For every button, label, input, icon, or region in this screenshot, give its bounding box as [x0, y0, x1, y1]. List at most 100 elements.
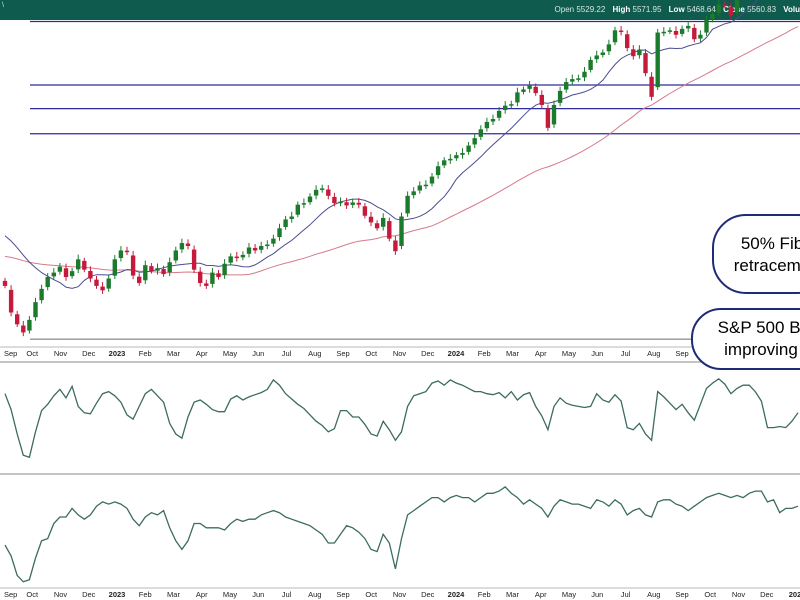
- header-corner-glyph: \: [2, 2, 4, 9]
- candle-body: [252, 247, 258, 251]
- candle-body: [8, 289, 14, 313]
- candle-body: [295, 204, 300, 215]
- candle-body: [57, 266, 63, 272]
- candle-body: [423, 184, 429, 187]
- candle-body: [637, 49, 642, 56]
- candle-body: [88, 270, 93, 279]
- candle-body: [667, 30, 673, 32]
- candle-body: [143, 265, 148, 281]
- volume-label: Volu: [783, 5, 800, 14]
- candle-body: [210, 272, 215, 284]
- axis-tick-label: Oct: [704, 590, 717, 599]
- candle-body: [2, 280, 8, 286]
- candle-body: [149, 266, 154, 272]
- candle-body: [405, 195, 410, 214]
- axis-tick-label: Sep: [336, 590, 349, 599]
- axis-tick-label: Oct: [26, 590, 39, 599]
- axis-tick-label: Mar: [506, 590, 519, 599]
- axis-tick-label: Sep: [4, 349, 17, 358]
- candle-body: [246, 247, 252, 254]
- candle-body: [198, 271, 203, 283]
- candle-body: [320, 188, 325, 190]
- callout-line: S&P 500 Bl: [717, 318, 800, 337]
- candle-body: [106, 278, 111, 289]
- axis-tick-label: Oct: [365, 349, 378, 358]
- candle-body: [399, 216, 404, 246]
- indicator-line: [4, 485, 799, 583]
- axis-tick-label: Sep: [4, 590, 17, 599]
- axis-tick-label: Dec: [82, 590, 96, 599]
- axis-tick-label: Sep: [336, 349, 349, 358]
- candle-body: [515, 92, 520, 103]
- candle-body: [722, 4, 727, 7]
- candle-body: [185, 243, 191, 247]
- breadth-callout: S&P 500 Bl improving: [691, 308, 800, 370]
- candle-body: [326, 189, 331, 196]
- candle-body: [100, 286, 105, 291]
- price-panel: [2, 0, 800, 340]
- candle-body: [21, 325, 26, 333]
- candle-body: [350, 202, 355, 205]
- candle-body: [338, 201, 343, 204]
- axis-tick-label: Feb: [139, 349, 152, 358]
- candle-body: [130, 255, 136, 276]
- indicator-panel-2: [0, 473, 800, 583]
- candle-body: [76, 259, 81, 270]
- indicator-panel-1: [0, 361, 800, 459]
- candle-body: [33, 302, 38, 318]
- candle-body: [570, 79, 575, 82]
- axis-tick-label: Feb: [478, 349, 491, 358]
- candle-body: [545, 108, 551, 128]
- candle-body: [15, 314, 20, 325]
- candle-body: [710, 14, 715, 20]
- axis-tick-label: Jun: [252, 349, 264, 358]
- candle-body: [301, 203, 307, 205]
- candle-body: [69, 271, 75, 277]
- axis-tick-label: Sep: [675, 349, 688, 358]
- candle-body: [600, 52, 605, 56]
- candle-body: [704, 20, 709, 33]
- candle-body: [179, 243, 185, 250]
- candle-body: [82, 260, 87, 270]
- candle-body: [679, 28, 685, 34]
- axis-tick-label: Dec: [421, 349, 435, 358]
- axis-tick-label: Jun: [591, 349, 603, 358]
- axis-tick-label: Dec: [82, 349, 96, 358]
- candle-body: [557, 90, 563, 103]
- candle-body: [582, 71, 587, 78]
- candle-body: [655, 32, 660, 88]
- candle-body: [228, 256, 233, 263]
- bottom-date-axis: Sep Oct Nov Dec 2023 Feb Mar Apr May Jun Jul Aug Sep…: [0, 587, 800, 599]
- candle-body: [332, 196, 337, 204]
- axis-tick-label: Mar: [167, 349, 180, 358]
- candle-body: [521, 89, 526, 92]
- axis-tick-label: 202: [789, 590, 800, 599]
- axis-tick-label: Aug: [647, 590, 660, 599]
- candle-body: [411, 191, 416, 196]
- candle-body: [265, 244, 270, 247]
- axis-tick-label: Jul: [282, 590, 292, 599]
- candle-body: [94, 279, 99, 286]
- candle-body: [313, 189, 319, 196]
- open-label: Open: [554, 5, 575, 14]
- candle-body: [307, 196, 313, 203]
- candle-body: [356, 202, 361, 205]
- candle-body: [27, 319, 32, 331]
- candle-body: [161, 269, 166, 275]
- candle-body: [374, 223, 380, 229]
- candle-body: [478, 129, 483, 137]
- axis-tick-label: Mar: [167, 590, 180, 599]
- candle-body: [661, 31, 666, 34]
- candle-body: [448, 158, 453, 161]
- candle-body: [728, 6, 734, 16]
- candle-body: [484, 121, 490, 129]
- axis-tick-label: Feb: [139, 590, 152, 599]
- axis-tick-label: Apr: [196, 590, 208, 599]
- candle-body: [216, 273, 221, 278]
- candle-body: [173, 250, 178, 261]
- candle-body: [533, 86, 538, 94]
- low-value: 5468.64: [686, 5, 716, 14]
- candle-body: [63, 268, 69, 278]
- candle-body: [387, 221, 392, 239]
- candle-body: [435, 166, 441, 176]
